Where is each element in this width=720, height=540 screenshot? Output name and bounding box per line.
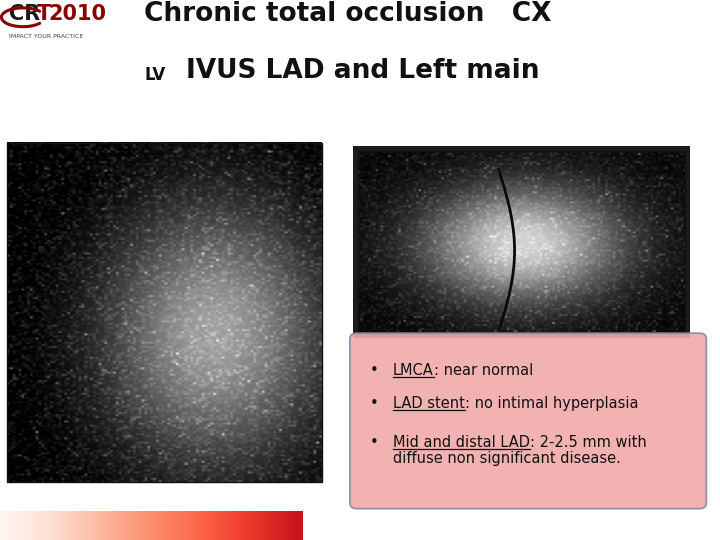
Text: •: • [370, 396, 379, 411]
Text: CR: CR [9, 4, 40, 24]
Text: LAD stent: LAD stent [393, 396, 465, 411]
Text: IMPACT YOUR PRACTICE: IMPACT YOUR PRACTICE [9, 34, 84, 39]
Text: •: • [370, 363, 379, 379]
FancyBboxPatch shape [353, 146, 690, 338]
Text: : near normal: : near normal [434, 363, 533, 379]
Text: 2010: 2010 [48, 4, 107, 24]
Text: diffuse non significant disease.: diffuse non significant disease. [393, 450, 621, 465]
Text: IVUS LAD and Left main: IVUS LAD and Left main [186, 58, 539, 84]
FancyBboxPatch shape [350, 333, 706, 509]
Text: : no intimal hyperplasia: : no intimal hyperplasia [465, 396, 639, 411]
Text: LMCA: LMCA [393, 363, 434, 379]
Text: LV: LV [144, 66, 166, 84]
Text: •: • [370, 435, 379, 450]
Text: Chronic total occlusion   CX: Chronic total occlusion CX [144, 1, 552, 27]
Text: : 2-2.5 mm with: : 2-2.5 mm with [530, 435, 647, 450]
Text: T: T [37, 4, 51, 24]
Text: Mid and distal LAD: Mid and distal LAD [393, 435, 530, 450]
